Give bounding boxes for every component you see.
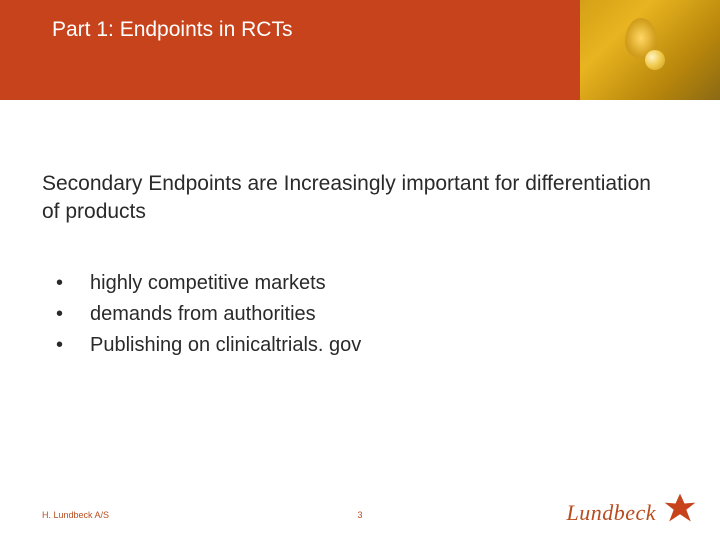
- slide-title: Part 1: Endpoints in RCTs: [52, 18, 292, 42]
- starfish-icon: [662, 490, 698, 526]
- bullet-item: highly competitive markets: [42, 268, 361, 299]
- slide: Part 1: Endpoints in RCTs Secondary Endp…: [0, 0, 720, 540]
- slide-subtitle: Secondary Endpoints are Increasingly imp…: [42, 170, 660, 227]
- bullet-item: demands from authorities: [42, 299, 361, 330]
- bullet-item: Publishing on clinicaltrials. gov: [42, 330, 361, 361]
- footer-page-number: 3: [357, 510, 362, 520]
- logo-text: Lundbeck: [566, 500, 656, 526]
- company-logo: Lundbeck: [566, 490, 698, 526]
- bullet-list: highly competitive markets demands from …: [42, 268, 361, 361]
- footer-company: H. Lundbeck A/S: [42, 510, 109, 520]
- header-decorative-image: [580, 0, 720, 100]
